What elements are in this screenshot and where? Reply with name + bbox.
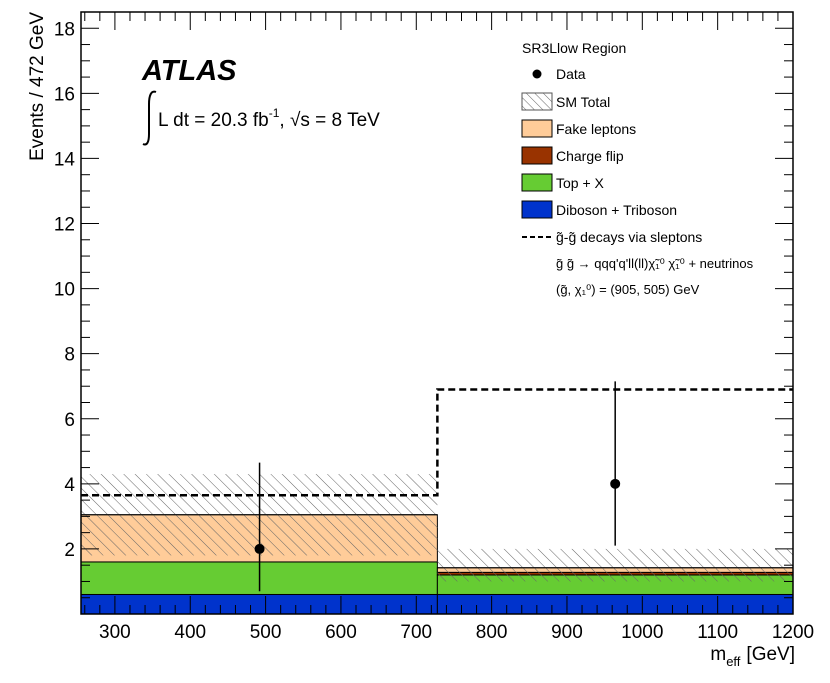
- legend-smtotal-label: SM Total: [556, 94, 610, 110]
- data-point-1: [610, 478, 621, 489]
- y-tick-label-16: 16: [54, 84, 75, 105]
- legend: SR3Llow Region Data SM Total Fake lepton…: [521, 40, 754, 297]
- legend-fake-label: Fake leptons: [556, 121, 636, 137]
- tick-labels: 300 400 500 600 700 800 900 1000 1100 1200 2 4 6 8 10 1…: [54, 19, 814, 643]
- plot-frame: [80, 11, 794, 615]
- y-tick-label-4: 4: [64, 475, 75, 496]
- sm-band-bin-1: [437, 548, 793, 582]
- y-tick-label-6: 6: [64, 410, 75, 431]
- bar-0-bin-0: [80, 593, 438, 615]
- x-axis-title-main: m: [710, 644, 726, 665]
- x-tick-label-1100: 1100: [697, 622, 738, 643]
- x-axis-title-sub: eff: [726, 654, 741, 669]
- svg-text:L dt = 20.3 fb-1, √s = 8 TeV: L dt = 20.3 fb-1, √s = 8 TeV: [158, 106, 380, 131]
- legend-signal-line3: (g̃, χ₁⁰) = (905, 505) GeV: [556, 282, 700, 297]
- x-tick-label-900: 900: [551, 622, 583, 643]
- legend-diboson-swatch: [521, 200, 553, 219]
- y-tick-label-2: 2: [64, 540, 75, 561]
- x-tick-label-1000: 1000: [621, 622, 663, 643]
- x-tick-label-1200: 1200: [772, 622, 814, 643]
- atlas-label: ATLAS: [141, 55, 237, 87]
- data-points: [254, 381, 621, 592]
- lumi-text: L dt = 20.3 fb: [158, 110, 269, 131]
- legend-topx-swatch: [521, 173, 553, 192]
- x-tick-label-700: 700: [400, 622, 432, 643]
- x-tick-label-300: 300: [99, 622, 131, 643]
- legend-signal-line2: g̃ g̃ → qqq'q'll(ll)χ̃₁⁰ χ̃₁⁰ + neutrino…: [556, 256, 754, 271]
- legend-fake-swatch: [521, 119, 553, 138]
- y-tick-label-10: 10: [54, 280, 75, 301]
- y-axis-title: Events / 472 GeV: [27, 12, 48, 161]
- y-tick-label-8: 8: [64, 345, 75, 366]
- legend-data-marker: [532, 69, 542, 79]
- y-tick-label-12: 12: [54, 215, 75, 236]
- x-tick-label-400: 400: [174, 622, 206, 643]
- data-point-0: [254, 543, 265, 554]
- x-axis-title: meff [GeV]: [710, 644, 795, 669]
- y-tick-label-14: 14: [54, 149, 76, 170]
- x-tick-label-500: 500: [250, 622, 282, 643]
- x-axis-title-unit: [GeV]: [746, 644, 795, 665]
- legend-diboson-label: Diboson + Triboson: [556, 202, 677, 218]
- legend-signal-line1: g̃-g̃ decays via sleptons: [556, 229, 702, 245]
- y-tick-label-18: 18: [54, 19, 75, 40]
- lumi-exponent: -1: [269, 106, 280, 120]
- energy-text: , √s = 8 TeV: [279, 110, 380, 131]
- legend-data-label: Data: [556, 66, 586, 82]
- integral-sign: [142, 90, 157, 146]
- legend-header: SR3Llow Region: [522, 40, 626, 56]
- legend-chargeflip-label: Charge flip: [556, 148, 624, 164]
- lumi-label: L dt = 20.3 fb-1, √s = 8 TeV: [142, 90, 380, 146]
- axis-ticks: [81, 12, 794, 615]
- bar-0-bin-1: [436, 593, 794, 615]
- legend-smtotal-swatch: [521, 92, 553, 111]
- legend-topx-label: Top + X: [556, 175, 605, 191]
- x-tick-label-800: 800: [476, 622, 508, 643]
- legend-chargeflip-swatch: [521, 146, 553, 165]
- x-tick-label-600: 600: [325, 622, 357, 643]
